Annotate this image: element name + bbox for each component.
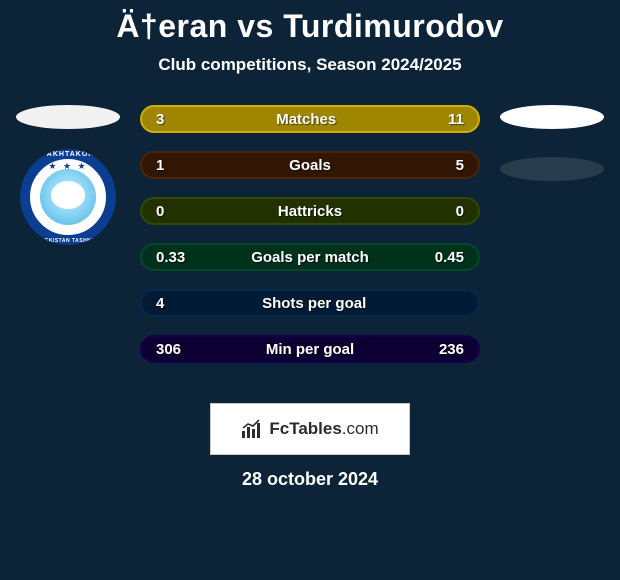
brand-name: FcTables: [269, 419, 341, 438]
stat-row: 3 Matches 11: [140, 105, 480, 133]
stat-right-value: 0.45: [435, 249, 464, 266]
stat-row: 4 Shots per goal: [140, 289, 480, 317]
badge-text-bottom: UZBEKISTAN TASHKENT: [20, 238, 116, 244]
right-player-column: [492, 105, 612, 181]
right-player-avatar-placeholder: [500, 105, 604, 129]
stat-right-value: 5: [456, 157, 464, 174]
stat-left-value: 1: [156, 157, 164, 174]
brand-suffix: .com: [342, 419, 379, 438]
left-player-column: PAKHTAKOR ★ ★ ★ UZBEKISTAN TASHKENT: [8, 105, 128, 245]
stat-label: Shots per goal: [262, 295, 366, 312]
badge-cotton-icon: [51, 181, 85, 209]
left-club-badge: PAKHTAKOR ★ ★ ★ UZBEKISTAN TASHKENT: [20, 149, 116, 245]
stat-left-value: 306: [156, 341, 181, 358]
subtitle: Club competitions, Season 2024/2025: [0, 55, 620, 75]
stat-left-value: 4: [156, 295, 164, 312]
stat-left-value: 3: [156, 111, 164, 128]
right-club-badge-placeholder: [500, 157, 604, 181]
stat-row: 1 Goals 5: [140, 151, 480, 179]
stat-left-value: 0: [156, 203, 164, 220]
stat-row: 0.33 Goals per match 0.45: [140, 243, 480, 271]
stat-label: Goals: [289, 157, 331, 174]
brand-box[interactable]: FcTables.com: [210, 403, 410, 455]
stat-row: 0 Hattricks 0: [140, 197, 480, 225]
badge-text-top: PAKHTAKOR: [20, 151, 116, 158]
stat-right-value: 11: [448, 111, 464, 128]
stats-column: 3Matches111Goals50Hattricks00.33Goals pe…: [140, 105, 480, 381]
brand-chart-icon: [241, 419, 263, 439]
stat-label: Hattricks: [278, 203, 342, 220]
date-label: 28 october 2024: [0, 469, 620, 490]
stat-row: 306 Min per goal 236: [140, 335, 480, 363]
stat-right-value: 236: [439, 341, 464, 358]
page-title: Ä†eran vs Turdimurodov: [0, 0, 620, 45]
stat-label: Matches: [276, 111, 336, 128]
brand-text: FcTables.com: [269, 419, 378, 439]
stat-right-value: 0: [456, 203, 464, 220]
stat-left-value: 0.33: [156, 249, 185, 266]
stat-label: Goals per match: [251, 249, 369, 266]
stat-label: Min per goal: [266, 341, 354, 358]
left-player-avatar-placeholder: [16, 105, 120, 129]
